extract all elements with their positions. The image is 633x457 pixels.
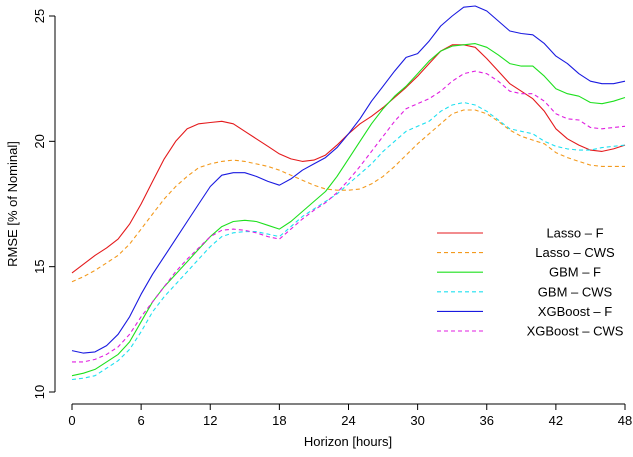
x-tick-label: 6: [138, 413, 145, 428]
legend-item-gbm-f: GBM – F: [437, 265, 601, 280]
series-line-lasso-cws: [71, 109, 625, 283]
legend-item-lasso-cws: Lasso – CWS: [437, 245, 615, 260]
x-tick-label: 18: [272, 413, 286, 428]
plot-lines: [71, 5, 626, 381]
x-tick-label: 12: [203, 413, 217, 428]
legend-label: Lasso – CWS: [535, 245, 615, 260]
y-tick-label: 15: [32, 259, 47, 273]
legend-item-xgboost-cws: XGBoost – CWS: [437, 324, 624, 339]
legend: Lasso – F Lasso – CWS GBM – F GBM – CWS XGBo…: [437, 226, 624, 339]
y-tick-label: 20: [32, 134, 47, 148]
y-tick-label: 25: [32, 9, 47, 23]
x-tick-label: 24: [341, 413, 355, 428]
x-tick-label: 30: [410, 413, 424, 428]
legend-label: Lasso – F: [546, 226, 603, 241]
legend-label: GBM – F: [549, 265, 601, 280]
x-tick-label: 0: [68, 413, 75, 428]
x-ticks: 0 6 12 18 24 30 36 42 48: [68, 404, 632, 428]
x-tick-label: 48: [618, 413, 632, 428]
y-ticks: 10 15 20 25: [32, 9, 55, 399]
y-axis-label: RMSE [% of Nominal]: [5, 141, 20, 267]
legend-label: XGBoost – CWS: [527, 324, 624, 339]
x-tick-label: 36: [480, 413, 494, 428]
legend-item-lasso-f: Lasso – F: [437, 226, 604, 241]
legend-label: GBM – CWS: [538, 284, 613, 299]
series-line-gbm-cws: [71, 101, 626, 381]
axes: 0 6 12 18 24 30 36 42 48 10 15 20 25: [32, 9, 632, 428]
legend-item-gbm-cws: GBM – CWS: [437, 284, 613, 299]
legend-item-xgboost-f: XGBoost – F: [437, 304, 612, 319]
x-axis-label: Horizon [hours]: [304, 434, 392, 449]
legend-label: XGBoost – F: [538, 304, 612, 319]
series-line-gbm-f: [71, 43, 626, 377]
x-tick-label: 42: [549, 413, 563, 428]
series-line-xgboost-f: [71, 5, 626, 354]
y-tick-label: 10: [32, 385, 47, 399]
